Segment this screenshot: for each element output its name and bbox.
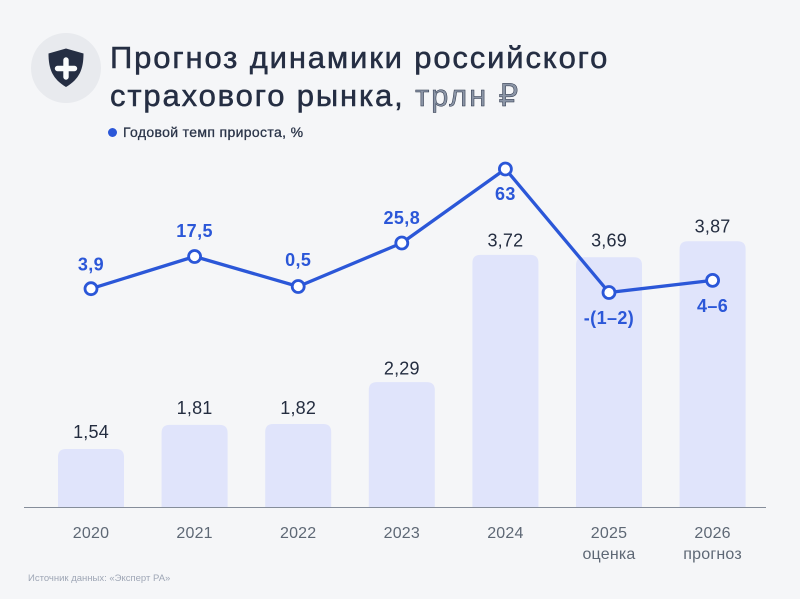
svg-text:-(1–2): -(1–2) <box>584 308 634 328</box>
svg-text:2022: 2022 <box>280 525 316 542</box>
svg-text:2021: 2021 <box>176 525 212 542</box>
svg-text:прогноз: прогноз <box>683 546 742 563</box>
svg-text:оценка: оценка <box>582 546 635 563</box>
svg-text:3,87: 3,87 <box>695 217 731 237</box>
svg-text:3,72: 3,72 <box>487 231 523 251</box>
svg-text:0,5: 0,5 <box>285 250 311 270</box>
svg-text:2020: 2020 <box>73 525 109 542</box>
svg-text:4–6: 4–6 <box>697 296 728 316</box>
svg-text:25,8: 25,8 <box>383 208 420 228</box>
svg-text:2,29: 2,29 <box>384 359 420 379</box>
svg-text:2023: 2023 <box>384 525 420 542</box>
svg-text:3,9: 3,9 <box>78 255 104 275</box>
svg-text:2024: 2024 <box>487 525 523 542</box>
svg-text:63: 63 <box>495 184 516 204</box>
svg-text:2025: 2025 <box>591 525 627 542</box>
svg-text:1,54: 1,54 <box>73 422 109 442</box>
svg-text:1,82: 1,82 <box>280 398 316 418</box>
svg-text:1,81: 1,81 <box>177 398 213 418</box>
svg-text:2026: 2026 <box>694 525 730 542</box>
svg-text:17,5: 17,5 <box>176 221 213 241</box>
svg-text:3,69: 3,69 <box>591 231 627 251</box>
